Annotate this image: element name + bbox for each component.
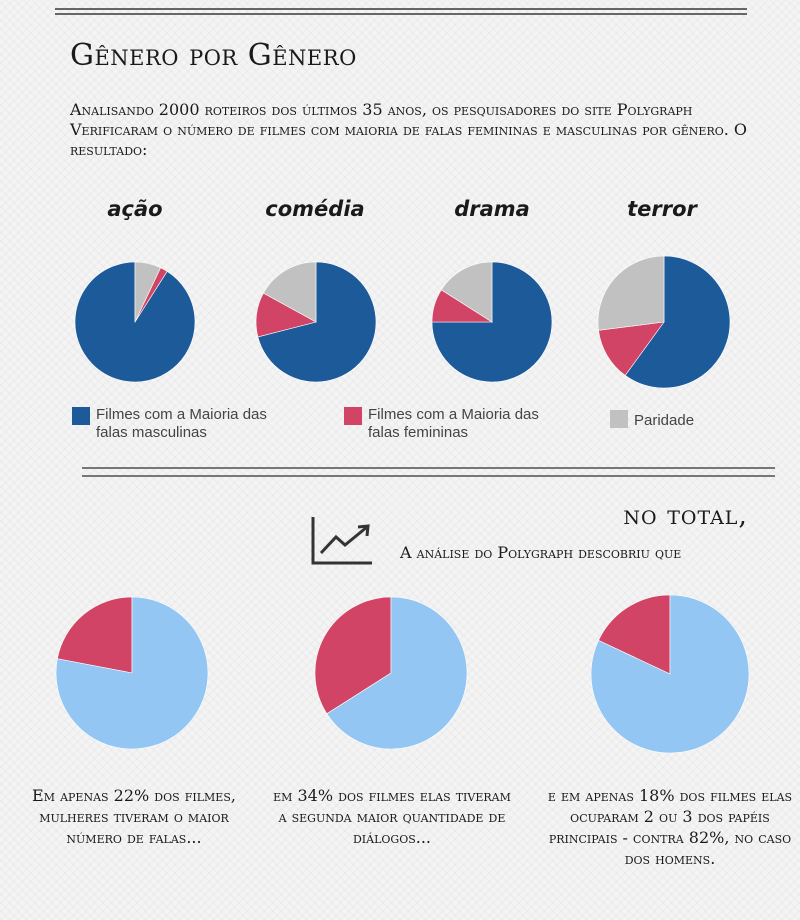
- section-divider-line: [82, 467, 775, 469]
- pie-slice-male: [55, 596, 209, 750]
- legend-swatch-female: [344, 407, 362, 425]
- trend-chart-icon: [311, 517, 372, 565]
- pie-slice-female: [56, 596, 133, 674]
- top-divider-line: [55, 8, 747, 10]
- pie-slice-parity: [597, 255, 665, 331]
- legend-label-parity: Paridade: [634, 412, 695, 429]
- legend-item-male: Filmes com a Maioria das falas masculina…: [72, 406, 312, 446]
- pie-chart-female-majority: [55, 596, 209, 750]
- pie-chart-acao: [74, 261, 196, 383]
- pie-slice-parity: [263, 261, 317, 323]
- total-title: no total,: [623, 500, 748, 531]
- intro-text: Analisando 2000 roteiros dos últimos 35 …: [70, 100, 748, 159]
- legend-item-parity: Paridade: [610, 409, 750, 433]
- genre-label-acao: ação: [107, 197, 163, 221]
- legend-label-male: Filmes com a Maioria das falas masculina…: [96, 406, 267, 441]
- total-subtitle: A análise do Polygraph descobriu que: [400, 543, 682, 562]
- pie-slice-male: [431, 261, 553, 383]
- caption-second-most-dialogue: em 34% dos filmes elas tiveram a segunda…: [273, 786, 511, 847]
- legend-swatch-male: [72, 407, 90, 425]
- pie-chart-lead-roles: [590, 594, 750, 754]
- section-divider-line: [82, 475, 775, 477]
- pie-slice-male: [326, 596, 468, 750]
- pie-slice-male: [257, 261, 377, 383]
- legend-label-female: Filmes com a Maioria das falas femininas: [368, 406, 539, 441]
- pie-slice-female: [598, 594, 671, 675]
- pie-chart-second-most-dialogue: [314, 596, 468, 750]
- pie-chart-comedia: [255, 261, 377, 383]
- caption-lead-roles: e em apenas 18% dos filmes elas ocuparam…: [547, 786, 793, 868]
- caption-female-majority: Em apenas 22% dos filmes, mulheres tiver…: [32, 786, 236, 847]
- pie-slice-parity: [134, 261, 161, 323]
- top-divider-line: [55, 13, 747, 15]
- genre-label-terror: terror: [627, 197, 697, 221]
- page-title: Gênero por Gênero: [70, 38, 357, 73]
- legend-swatch-parity: [610, 410, 628, 428]
- pie-chart-terror: [597, 255, 731, 389]
- pie-slice-parity: [440, 261, 493, 323]
- pie-slice-female: [314, 596, 392, 715]
- legend-item-female: Filmes com a Maioria das falas femininas: [344, 406, 584, 446]
- pie-chart-drama: [431, 261, 553, 383]
- pie-slice-male: [624, 255, 731, 389]
- genre-label-drama: drama: [454, 197, 530, 221]
- genre-label-comedia: comédia: [265, 197, 365, 221]
- pie-slice-male: [590, 594, 750, 754]
